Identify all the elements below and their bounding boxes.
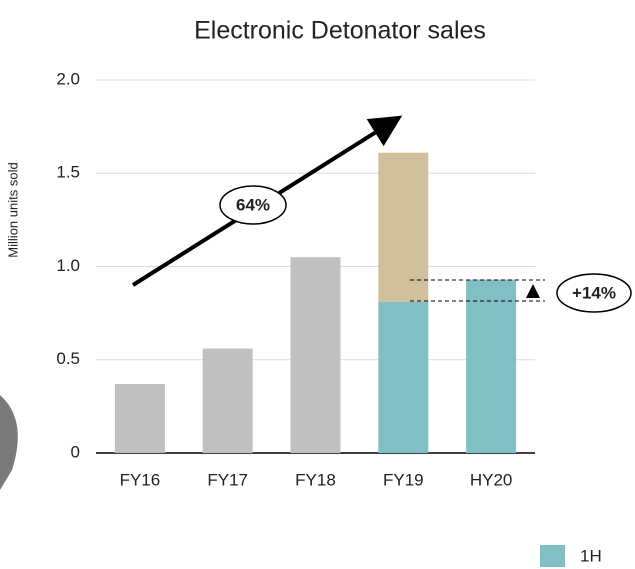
- chart: Electronic Detonator sales Million units…: [0, 0, 635, 569]
- chart-title: Electronic Detonator sales: [194, 17, 486, 45]
- annotation: 64%: [236, 195, 270, 214]
- y-tick-label: 1.5: [56, 163, 80, 182]
- y-axis-label: Million units sold: [5, 162, 20, 257]
- y-tick-label: 2.0: [56, 69, 80, 88]
- annotation: +14%: [572, 283, 616, 302]
- x-tick-label: HY20: [470, 470, 513, 489]
- x-tick-label: FY18: [295, 470, 336, 489]
- legend-label: 1H: [580, 546, 602, 565]
- y-tick-label: 1.0: [56, 256, 80, 275]
- x-tick-label: FY16: [120, 470, 161, 489]
- x-tick-label: FY19: [383, 470, 424, 489]
- bar: [203, 349, 253, 453]
- legend-swatch: [540, 545, 565, 567]
- bar: [466, 280, 516, 453]
- x-tick-label: FY17: [207, 470, 248, 489]
- y-tick-label: 0: [71, 442, 80, 461]
- legend: 1H: [540, 545, 602, 567]
- bar: [291, 257, 341, 453]
- bars: FY16 FY17 FY18 FY19 HY20: [115, 153, 516, 490]
- bar: [378, 302, 428, 453]
- decoration: [0, 395, 18, 490]
- bar: [115, 384, 165, 453]
- y-tick-label: 0.5: [56, 349, 80, 368]
- increase-marker: [526, 284, 540, 298]
